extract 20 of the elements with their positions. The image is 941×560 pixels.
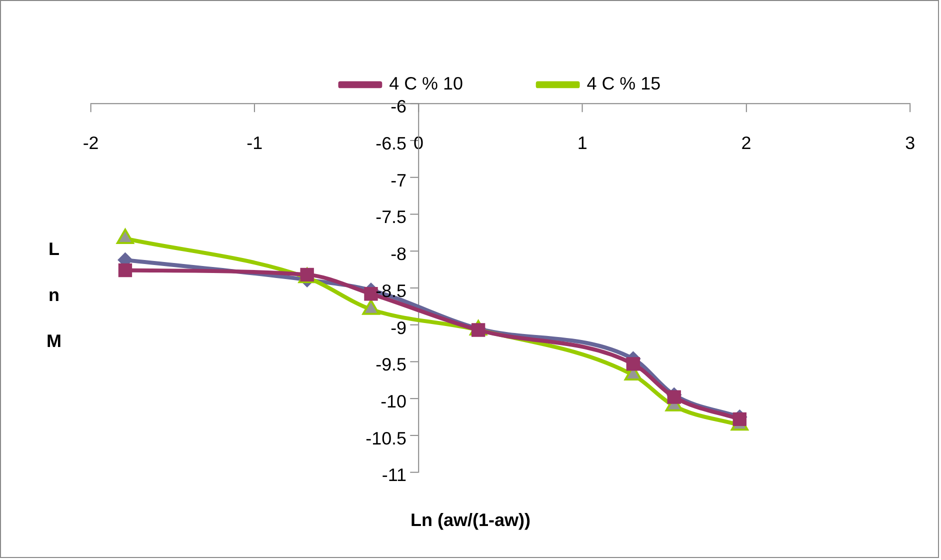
- y-tick-label: -10.5: [366, 428, 407, 448]
- x-tick-label: 3: [905, 133, 916, 154]
- legend-label: 4 C % 10: [389, 74, 463, 94]
- y-tick-label: -11: [382, 465, 407, 486]
- y-tick-label: -8: [390, 244, 407, 264]
- x-tick-label: -2: [82, 133, 99, 154]
- x-tick-label: 1: [577, 133, 588, 154]
- x-tick-label: 2: [741, 133, 752, 154]
- y-tick-label: -6: [390, 96, 407, 117]
- text: Ln M: [46, 239, 62, 351]
- y-tick-label: -7: [390, 170, 407, 190]
- y-tick-label: -9.5: [376, 354, 407, 375]
- x-tick-label: 0: [414, 133, 424, 154]
- y-tick-label: -9: [390, 318, 407, 338]
- y-tick-label: -6.5: [376, 133, 407, 154]
- legend-label: 4 C % 15: [586, 74, 661, 94]
- y-tick-label: -10: [380, 392, 407, 412]
- y-tick-label: -7.5: [376, 207, 407, 228]
- x-tick-label: -1: [246, 133, 263, 154]
- x-axis-title: Ln (aw/(1-aw)): [410, 510, 532, 531]
